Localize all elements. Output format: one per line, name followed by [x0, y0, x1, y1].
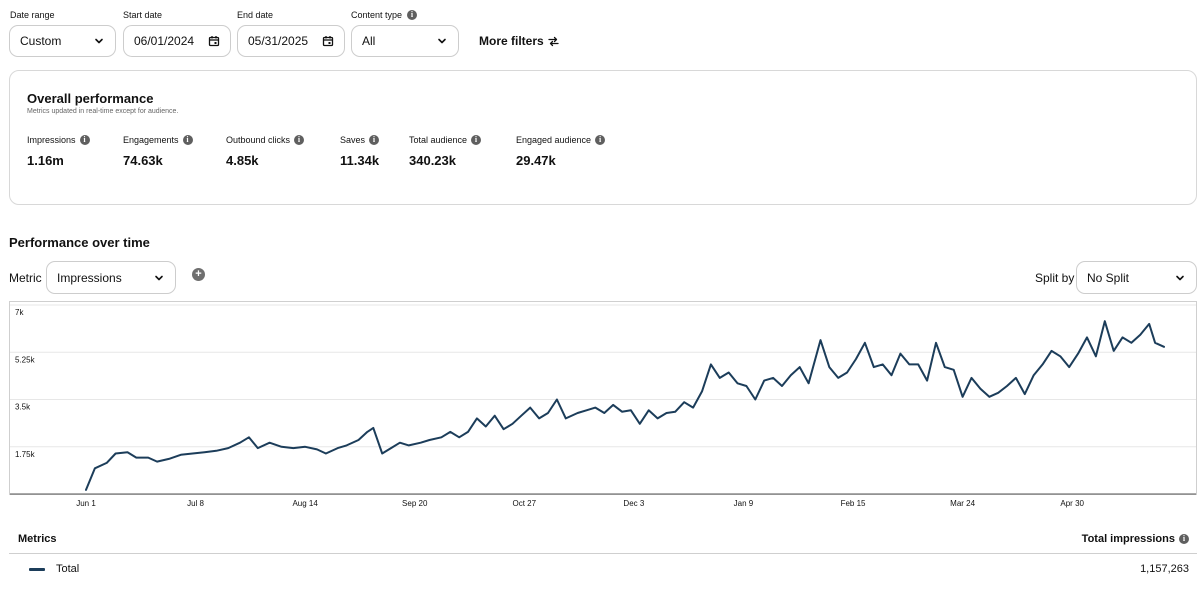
x-tick-label: Sep 20: [402, 499, 428, 508]
info-icon[interactable]: i: [471, 135, 482, 145]
x-tick-label: Feb 15: [841, 499, 866, 508]
info-icon[interactable]: i: [79, 135, 90, 145]
x-tick-label: Jul 8: [187, 499, 204, 508]
date-range-label: Date range: [10, 10, 55, 20]
x-tick-label: Apr 30: [1060, 499, 1084, 508]
content-type-label: Content type i: [351, 10, 418, 20]
row-value: 1,157,263: [1140, 563, 1189, 575]
chevron-down-icon: [95, 38, 103, 44]
stat-total-audience: Total audience i 340.23k: [409, 135, 482, 168]
stat-value: 1.16m: [27, 153, 64, 168]
y-tick-label: 3.5k: [15, 403, 31, 412]
stat-engaged-audience: Engaged audience i 29.47k: [516, 135, 606, 168]
legend-swatch: [29, 568, 45, 571]
stat-label: Engaged audience: [516, 135, 592, 145]
end-date-field[interactable]: 05/31/2025: [237, 25, 345, 57]
split-by-select[interactable]: No Split: [1076, 261, 1197, 294]
info-icon[interactable]: i: [294, 135, 305, 145]
chevron-down-icon: [155, 275, 163, 280]
start-date-value: 06/01/2024: [134, 34, 195, 48]
chart-frame: [9, 301, 1197, 495]
stat-saves: Saves i 11.34k: [340, 135, 379, 168]
overall-performance-subtitle: Metrics updated in real-time except for …: [27, 108, 179, 115]
metric-value: Impressions: [57, 270, 122, 285]
x-tick-label: Jan 9: [734, 499, 754, 508]
date-range-select[interactable]: Custom: [9, 25, 116, 57]
end-date-label: End date: [237, 10, 274, 20]
more-filters-label: More filters: [479, 34, 544, 48]
start-date-field[interactable]: 06/01/2024: [123, 25, 231, 57]
stat-value: 11.34k: [340, 153, 380, 168]
info-icon[interactable]: i: [369, 135, 380, 145]
x-tick-label: Dec 3: [623, 499, 644, 508]
stat-engagements: Engagements i 74.63k: [123, 135, 193, 168]
total-impressions-label: Total impressions: [1081, 533, 1175, 545]
info-icon[interactable]: i: [595, 135, 606, 145]
x-tick-label: Mar 24: [950, 499, 975, 508]
content-type-value: All: [362, 34, 376, 48]
split-by-label: Split by: [1035, 271, 1075, 285]
calendar-icon[interactable]: [208, 35, 220, 47]
stat-outbound-clicks: Outbound clicks i 4.85k: [226, 135, 305, 168]
calendar-icon[interactable]: [322, 35, 334, 47]
end-date-value: 05/31/2025: [248, 34, 309, 48]
overall-performance-title: Overall performance: [27, 91, 154, 106]
performance-over-time-title: Performance over time: [9, 235, 150, 250]
metrics-header-label: Metrics: [18, 533, 57, 545]
stat-label: Outbound clicks: [226, 135, 291, 145]
series-line-total: [85, 320, 1165, 491]
plus-circle-icon[interactable]: +: [192, 268, 205, 281]
metrics-table-header: Metrics Total impressions i: [9, 532, 1197, 554]
x-tick-label: Aug 14: [292, 499, 318, 508]
stat-value: 29.47k: [516, 153, 556, 168]
info-icon[interactable]: i: [407, 10, 418, 20]
info-icon[interactable]: i: [182, 135, 193, 145]
y-tick-label: 1.75k: [15, 450, 36, 459]
stat-label: Total audience: [409, 135, 468, 145]
row-label: Total: [56, 563, 80, 575]
table-row: Total 1,157,263: [9, 562, 1197, 582]
stat-value: 4.85k: [226, 153, 259, 168]
filter-arrows-icon: [548, 36, 559, 46]
split-by-value: No Split: [1087, 270, 1130, 285]
performance-chart-svg: 1.75k 3.5k 5.25k 7k Jun 1 Jul 8 Aug 14 Sep 20 Oc…: [9, 301, 1197, 508]
stat-value: 74.63k: [123, 153, 163, 168]
y-tick-label: 5.25k: [15, 355, 36, 364]
x-tick-label: Jun 1: [76, 499, 96, 508]
stat-impressions: Impressions i 1.16m: [27, 135, 90, 168]
performance-chart[interactable]: 1.75k 3.5k 5.25k 7k Jun 1 Jul 8 Aug 14 Sep 20 Oc…: [9, 301, 1197, 511]
more-filters-button[interactable]: More filters: [479, 34, 559, 48]
stat-label: Saves: [340, 135, 366, 145]
y-tick-label: 7k: [15, 308, 24, 317]
stat-label: Impressions: [27, 135, 76, 145]
content-type-select[interactable]: All: [351, 25, 459, 57]
info-icon[interactable]: i: [1179, 534, 1189, 544]
stat-value: 340.23k: [409, 153, 456, 168]
x-tick-label: Oct 27: [513, 499, 537, 508]
chevron-down-icon: [1176, 275, 1184, 280]
total-impressions-header: Total impressions i: [1082, 533, 1189, 545]
metric-label: Metric: [9, 271, 42, 285]
stat-label: Engagements: [123, 135, 179, 145]
start-date-label: Start date: [123, 10, 163, 20]
overall-performance-card: Overall performance Metrics updated in r…: [9, 70, 1197, 205]
chevron-down-icon: [438, 38, 446, 44]
metric-select[interactable]: Impressions: [46, 261, 176, 294]
date-range-value: Custom: [20, 34, 62, 48]
